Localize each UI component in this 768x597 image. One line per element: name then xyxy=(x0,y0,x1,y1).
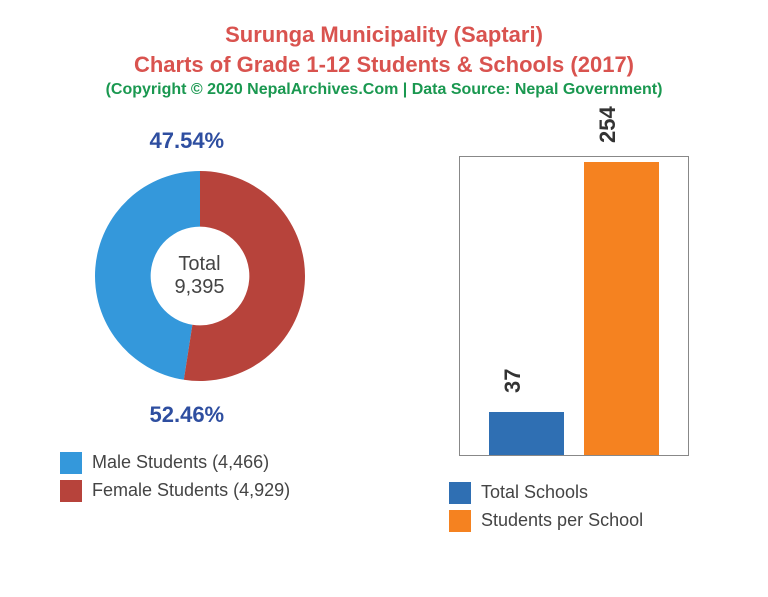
charts-row: 47.54% 52.46% Total 9,395 Male Students … xyxy=(30,116,738,587)
legend-text-sps: Students per School xyxy=(481,510,643,531)
bar-total-schools: 37 xyxy=(489,412,564,455)
donut-legend: Male Students (4,466) Female Students (4… xyxy=(30,446,290,508)
donut-pct-female: 52.46% xyxy=(150,402,225,428)
swatch-female xyxy=(60,480,82,502)
legend-item-sps: Students per School xyxy=(449,510,643,532)
donut-center-total-label: Total xyxy=(174,253,224,276)
swatch-schools xyxy=(449,482,471,504)
bar-plot-area: 37 254 xyxy=(459,156,689,456)
legend-item-female: Female Students (4,929) xyxy=(60,480,290,502)
chart-container: Surunga Municipality (Saptari) Charts of… xyxy=(0,0,768,597)
bar-students-per-school: 254 xyxy=(584,162,659,455)
legend-text-schools: Total Schools xyxy=(481,482,588,503)
bar-chart: 37 254 xyxy=(439,116,699,466)
donut-center-total-value: 9,395 xyxy=(174,276,224,299)
bar-column: 37 254 Total Schools Students per School xyxy=(399,116,738,587)
title-line-2: Charts of Grade 1-12 Students & Schools … xyxy=(30,50,738,80)
donut-column: 47.54% 52.46% Total 9,395 Male Students … xyxy=(30,116,369,587)
donut-chart: 47.54% 52.46% Total 9,395 xyxy=(40,116,360,436)
bar-label-sps: 254 xyxy=(595,106,621,143)
legend-text-male: Male Students (4,466) xyxy=(92,452,269,473)
title-block: Surunga Municipality (Saptari) Charts of… xyxy=(30,20,738,101)
title-line-1: Surunga Municipality (Saptari) xyxy=(30,20,738,50)
legend-text-female: Female Students (4,929) xyxy=(92,480,290,501)
bar-legend: Total Schools Students per School xyxy=(399,476,643,538)
legend-item-male: Male Students (4,466) xyxy=(60,452,290,474)
donut-pct-male: 47.54% xyxy=(150,128,225,154)
swatch-sps xyxy=(449,510,471,532)
swatch-male xyxy=(60,452,82,474)
legend-item-schools: Total Schools xyxy=(449,482,643,504)
bar-label-schools: 37 xyxy=(500,369,526,393)
title-line-3: (Copyright © 2020 NepalArchives.Com | Da… xyxy=(30,79,738,101)
donut-center: Total 9,395 xyxy=(174,253,224,299)
